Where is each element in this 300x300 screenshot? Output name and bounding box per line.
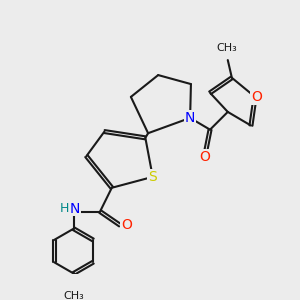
Text: O: O [251,90,262,104]
Text: CH₃: CH₃ [216,43,237,53]
Text: H: H [60,202,70,215]
Text: S: S [148,170,157,184]
Text: O: O [199,150,210,164]
Text: O: O [122,218,132,232]
Text: N: N [70,202,80,216]
Text: CH₃: CH₃ [63,291,84,300]
Text: N: N [185,111,195,125]
